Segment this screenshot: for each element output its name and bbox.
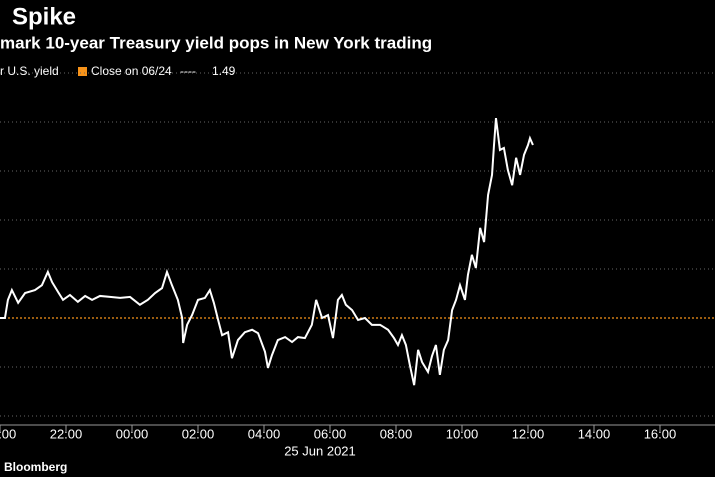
legend-separator: ---- [180,64,196,78]
x-tick-label: 04:00 [248,426,281,441]
x-tick-label: 10:00 [446,426,479,441]
x-tick-label: 14:00 [578,426,611,441]
x-tick-label: 02:00 [182,426,215,441]
x-tick-label: 06:00 [314,426,347,441]
chart-subtitle: mark 10-year Treasury yield pops in New … [0,33,432,52]
x-tick-label: 12:00 [512,426,545,441]
x-axis-label: 25 Jun 2021 [284,443,356,458]
series-line [0,117,534,386]
legend-value: 1.49 [212,64,236,78]
x-tick-label: 00:00 [116,426,149,441]
source: Bloomberg [4,460,67,474]
x-tick-label: 08:00 [380,426,413,441]
chart-title: Spike [12,3,76,30]
x-tick-label: 22:00 [50,426,83,441]
legend-label: Close on 06/24 [91,64,172,78]
x-tick-label: 16:00 [644,426,677,441]
x-tick-label: 20:00 [0,426,16,441]
legend-swatch [78,67,87,76]
legend-label: r U.S. yield [0,64,59,78]
